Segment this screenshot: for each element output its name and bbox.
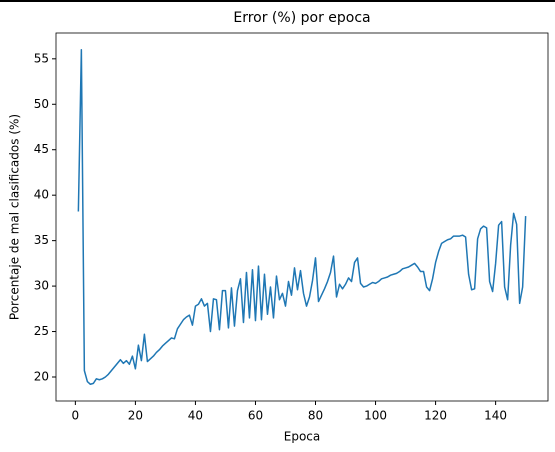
y-tick-label: 55	[34, 51, 49, 65]
y-tick-label: 45	[34, 142, 49, 156]
chart-title: Error (%) por epoca	[233, 10, 370, 26]
y-tick-label: 30	[34, 279, 49, 293]
x-tick-label: 140	[484, 409, 507, 423]
y-tick-label: 50	[34, 97, 49, 111]
y-tick-label: 25	[34, 324, 49, 338]
y-tick-label: 40	[34, 188, 49, 202]
x-tick-label: 20	[128, 409, 143, 423]
x-tick-label: 0	[72, 409, 80, 423]
data-line	[77, 48, 527, 386]
x-tick-label: 40	[188, 409, 203, 423]
x-axis-label: Epoca	[284, 430, 321, 444]
y-axis-label: Porcentaje de mal clasificados (%)	[8, 114, 22, 320]
x-tick-label: 100	[364, 409, 387, 423]
x-tick-label: 120	[424, 409, 447, 423]
x-tick-label: 60	[248, 409, 263, 423]
plot-frame	[55, 32, 549, 402]
x-tick-label: 80	[308, 409, 323, 423]
y-tick-label: 35	[34, 233, 49, 247]
top-border	[0, 0, 555, 2]
y-tick-label: 20	[34, 370, 49, 384]
